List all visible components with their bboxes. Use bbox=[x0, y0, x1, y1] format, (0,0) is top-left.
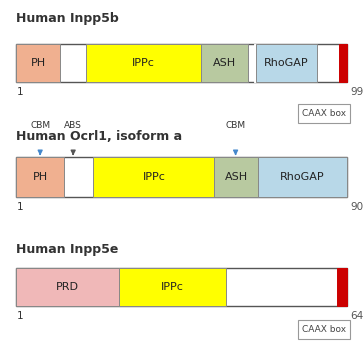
Text: IPPc: IPPc bbox=[132, 58, 155, 68]
Text: ABS: ABS bbox=[64, 121, 82, 130]
Text: 1: 1 bbox=[16, 311, 23, 321]
Text: ASH: ASH bbox=[213, 58, 236, 68]
Bar bbox=[298, 104, 350, 123]
Bar bbox=[337, 268, 347, 306]
Bar bbox=[258, 157, 347, 197]
Text: PH: PH bbox=[30, 58, 45, 68]
Text: Human Inpp5e: Human Inpp5e bbox=[16, 243, 119, 256]
Text: IPPc: IPPc bbox=[161, 282, 184, 292]
Text: CBM: CBM bbox=[30, 121, 50, 130]
Text: 1: 1 bbox=[16, 202, 23, 212]
Bar bbox=[16, 157, 64, 197]
Bar bbox=[16, 44, 60, 82]
Bar bbox=[86, 44, 201, 82]
Bar bbox=[119, 268, 226, 306]
Bar bbox=[256, 44, 317, 82]
Text: Human Ocrl1, isoform a: Human Ocrl1, isoform a bbox=[16, 130, 183, 143]
Text: 993a.a: 993a.a bbox=[350, 87, 363, 97]
Text: PRD: PRD bbox=[56, 282, 79, 292]
Text: 901a.a: 901a.a bbox=[350, 202, 363, 212]
Text: 1: 1 bbox=[16, 87, 23, 97]
Text: CBM: CBM bbox=[225, 121, 246, 130]
Text: ASH: ASH bbox=[225, 172, 248, 182]
Text: CAAX box: CAAX box bbox=[302, 109, 346, 118]
Text: 644a.a: 644a.a bbox=[350, 311, 363, 321]
Text: IPPc: IPPc bbox=[142, 172, 165, 182]
Bar bbox=[339, 44, 347, 82]
Bar bbox=[214, 157, 258, 197]
Bar bbox=[298, 320, 350, 339]
Text: Human Inpp5b: Human Inpp5b bbox=[16, 12, 119, 25]
Text: RhoGAP: RhoGAP bbox=[280, 172, 325, 182]
Text: CAAX box: CAAX box bbox=[302, 325, 346, 334]
Bar bbox=[16, 44, 347, 82]
Bar bbox=[16, 268, 347, 306]
Text: PH: PH bbox=[33, 172, 48, 182]
Bar bbox=[93, 157, 214, 197]
Bar bbox=[201, 44, 248, 82]
Text: RhoGAP: RhoGAP bbox=[264, 58, 309, 68]
Bar bbox=[254, 44, 256, 82]
Bar bbox=[16, 157, 347, 197]
Bar bbox=[16, 268, 119, 306]
